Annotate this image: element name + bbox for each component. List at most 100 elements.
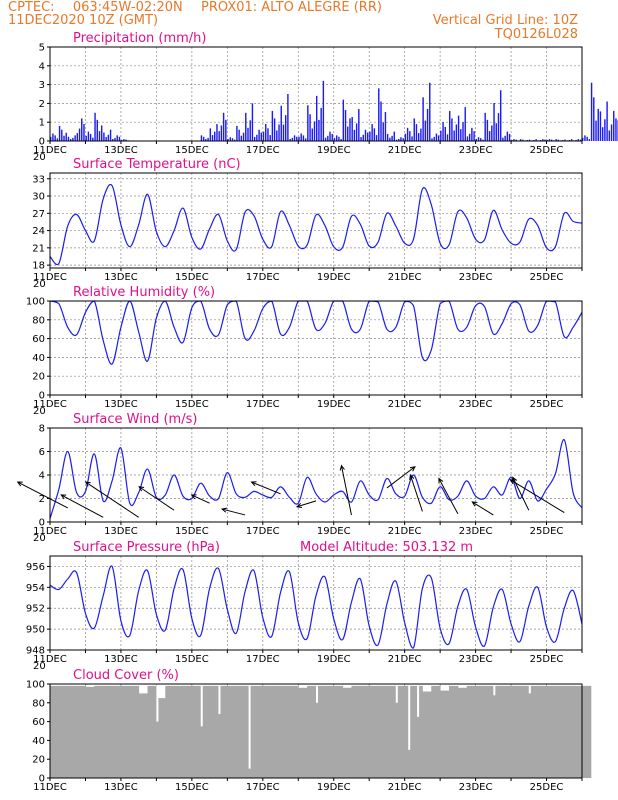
precip-bar	[289, 139, 291, 141]
cloud-bar	[386, 685, 397, 778]
cloud-gap	[218, 684, 221, 715]
precip-bar	[125, 139, 127, 141]
precip-bar	[360, 137, 362, 141]
precip-bar	[604, 119, 606, 141]
cloud-bar	[147, 685, 157, 778]
cloud-bar	[227, 685, 237, 778]
cloud-bar	[94, 685, 104, 778]
precip-bar	[468, 133, 471, 141]
y-tick-label: 954	[26, 583, 45, 594]
precip-bar	[100, 125, 103, 141]
precip-bar	[120, 139, 123, 141]
cloud-bar	[457, 687, 468, 778]
x-tick-label: 25DEC	[530, 654, 564, 665]
precip-bar	[382, 122, 384, 141]
x-tick-label: 17DEC	[246, 272, 280, 283]
precip-bar	[395, 139, 398, 141]
y-tick-label: 40	[32, 353, 45, 364]
cloud-bar	[422, 691, 432, 778]
precip-bar	[233, 139, 236, 141]
y-tick-label: 20	[32, 372, 45, 383]
y-tick-label: 952	[26, 604, 45, 615]
x-tick-label: 25DEC	[530, 399, 564, 410]
pres-frame	[49, 555, 583, 651]
x-tick-label: 17DEC	[246, 654, 280, 665]
cloud-gap	[156, 684, 159, 722]
y-tick-label: 950	[26, 625, 45, 636]
wind-arrowhead	[60, 494, 67, 500]
cloud-bar	[333, 685, 344, 778]
precip-bar	[548, 139, 551, 141]
y-tick-label: 80	[32, 698, 45, 709]
x-tick-label: 11DEC	[33, 526, 67, 537]
cloud-bar	[475, 685, 485, 778]
precip-bar	[482, 139, 484, 141]
precip-bar	[451, 118, 453, 141]
precip-bar	[214, 131, 216, 141]
y-tick-label: 27	[32, 209, 45, 220]
precip-bar	[426, 108, 429, 141]
precip-bar	[94, 112, 96, 141]
cloud-bar	[280, 685, 290, 778]
x-tick-label: 23DEC	[459, 782, 493, 793]
y-tick-label: 0	[39, 774, 45, 785]
precip-bar	[227, 138, 229, 141]
y-tick-label: 5	[39, 43, 45, 54]
precip-bar	[358, 109, 360, 141]
precip-bar	[610, 124, 613, 141]
precip-bar	[240, 135, 243, 141]
precip-bar	[316, 95, 318, 141]
precip-bar	[444, 126, 446, 141]
precip-bar	[87, 131, 90, 141]
cloud-bar	[76, 685, 86, 778]
cloud-bar	[112, 685, 122, 778]
precip-bar	[409, 131, 411, 141]
precip-bar	[519, 139, 522, 141]
wind-arrowhead	[409, 473, 415, 481]
precip-bar	[435, 133, 438, 141]
precip-bar	[89, 133, 92, 141]
x-tick-label: 15DEC	[175, 526, 209, 537]
station-label: PROX01: ALTO ALEGRE (RR)	[201, 0, 382, 15]
precip-bar	[63, 135, 65, 141]
precip-bar	[586, 136, 588, 141]
pres-panel: 948 950 952 954 956 11DEC 13DEC 15DEC 17DEC 19DEC…	[26, 555, 583, 672]
precip-bar	[440, 130, 442, 141]
precip-bar	[411, 136, 413, 141]
wind-arrow	[221, 508, 246, 516]
x-tick-label: 21DEC	[388, 399, 422, 410]
x-tick-label: 13DEC	[104, 272, 138, 283]
wind-arrowhead	[471, 501, 478, 507]
precip-bar	[271, 110, 274, 141]
precip-bar	[333, 137, 336, 141]
cloud-bar	[449, 685, 459, 778]
precip-bar	[515, 139, 517, 141]
precip-bar	[287, 94, 289, 141]
precip-bar	[506, 131, 509, 141]
x-tick-label: 13DEC	[104, 145, 138, 156]
precip-bar	[347, 126, 349, 141]
x-tick-label: 21DEC	[388, 526, 422, 537]
cloud-bar	[85, 686, 95, 778]
precip-bar	[373, 128, 376, 141]
y-tick-label: 6	[39, 447, 45, 458]
precip-bar	[298, 136, 300, 141]
precip-bar	[267, 128, 269, 141]
precip-bar	[601, 127, 604, 141]
cloud-bar	[58, 685, 69, 778]
cloud-gap	[316, 684, 318, 703]
x-tick-label: 25DEC	[530, 782, 564, 793]
precip-bar	[278, 124, 280, 141]
precip-bar	[493, 102, 495, 141]
header-left-line1: CPTEC: 063:45W-02:20N PROX01: ALTO ALEGR…	[8, 1, 382, 14]
precip-bar	[406, 127, 409, 141]
precip-bar	[118, 136, 121, 141]
cloud-bar	[466, 685, 477, 778]
cloud-bar	[289, 685, 299, 778]
cloud-bar	[546, 685, 556, 778]
x-tick-label: 13DEC	[104, 399, 138, 410]
precip-bar	[384, 112, 387, 141]
cloud-bar	[271, 685, 281, 778]
wind-arrow	[138, 486, 175, 511]
precip-bar	[304, 138, 307, 141]
